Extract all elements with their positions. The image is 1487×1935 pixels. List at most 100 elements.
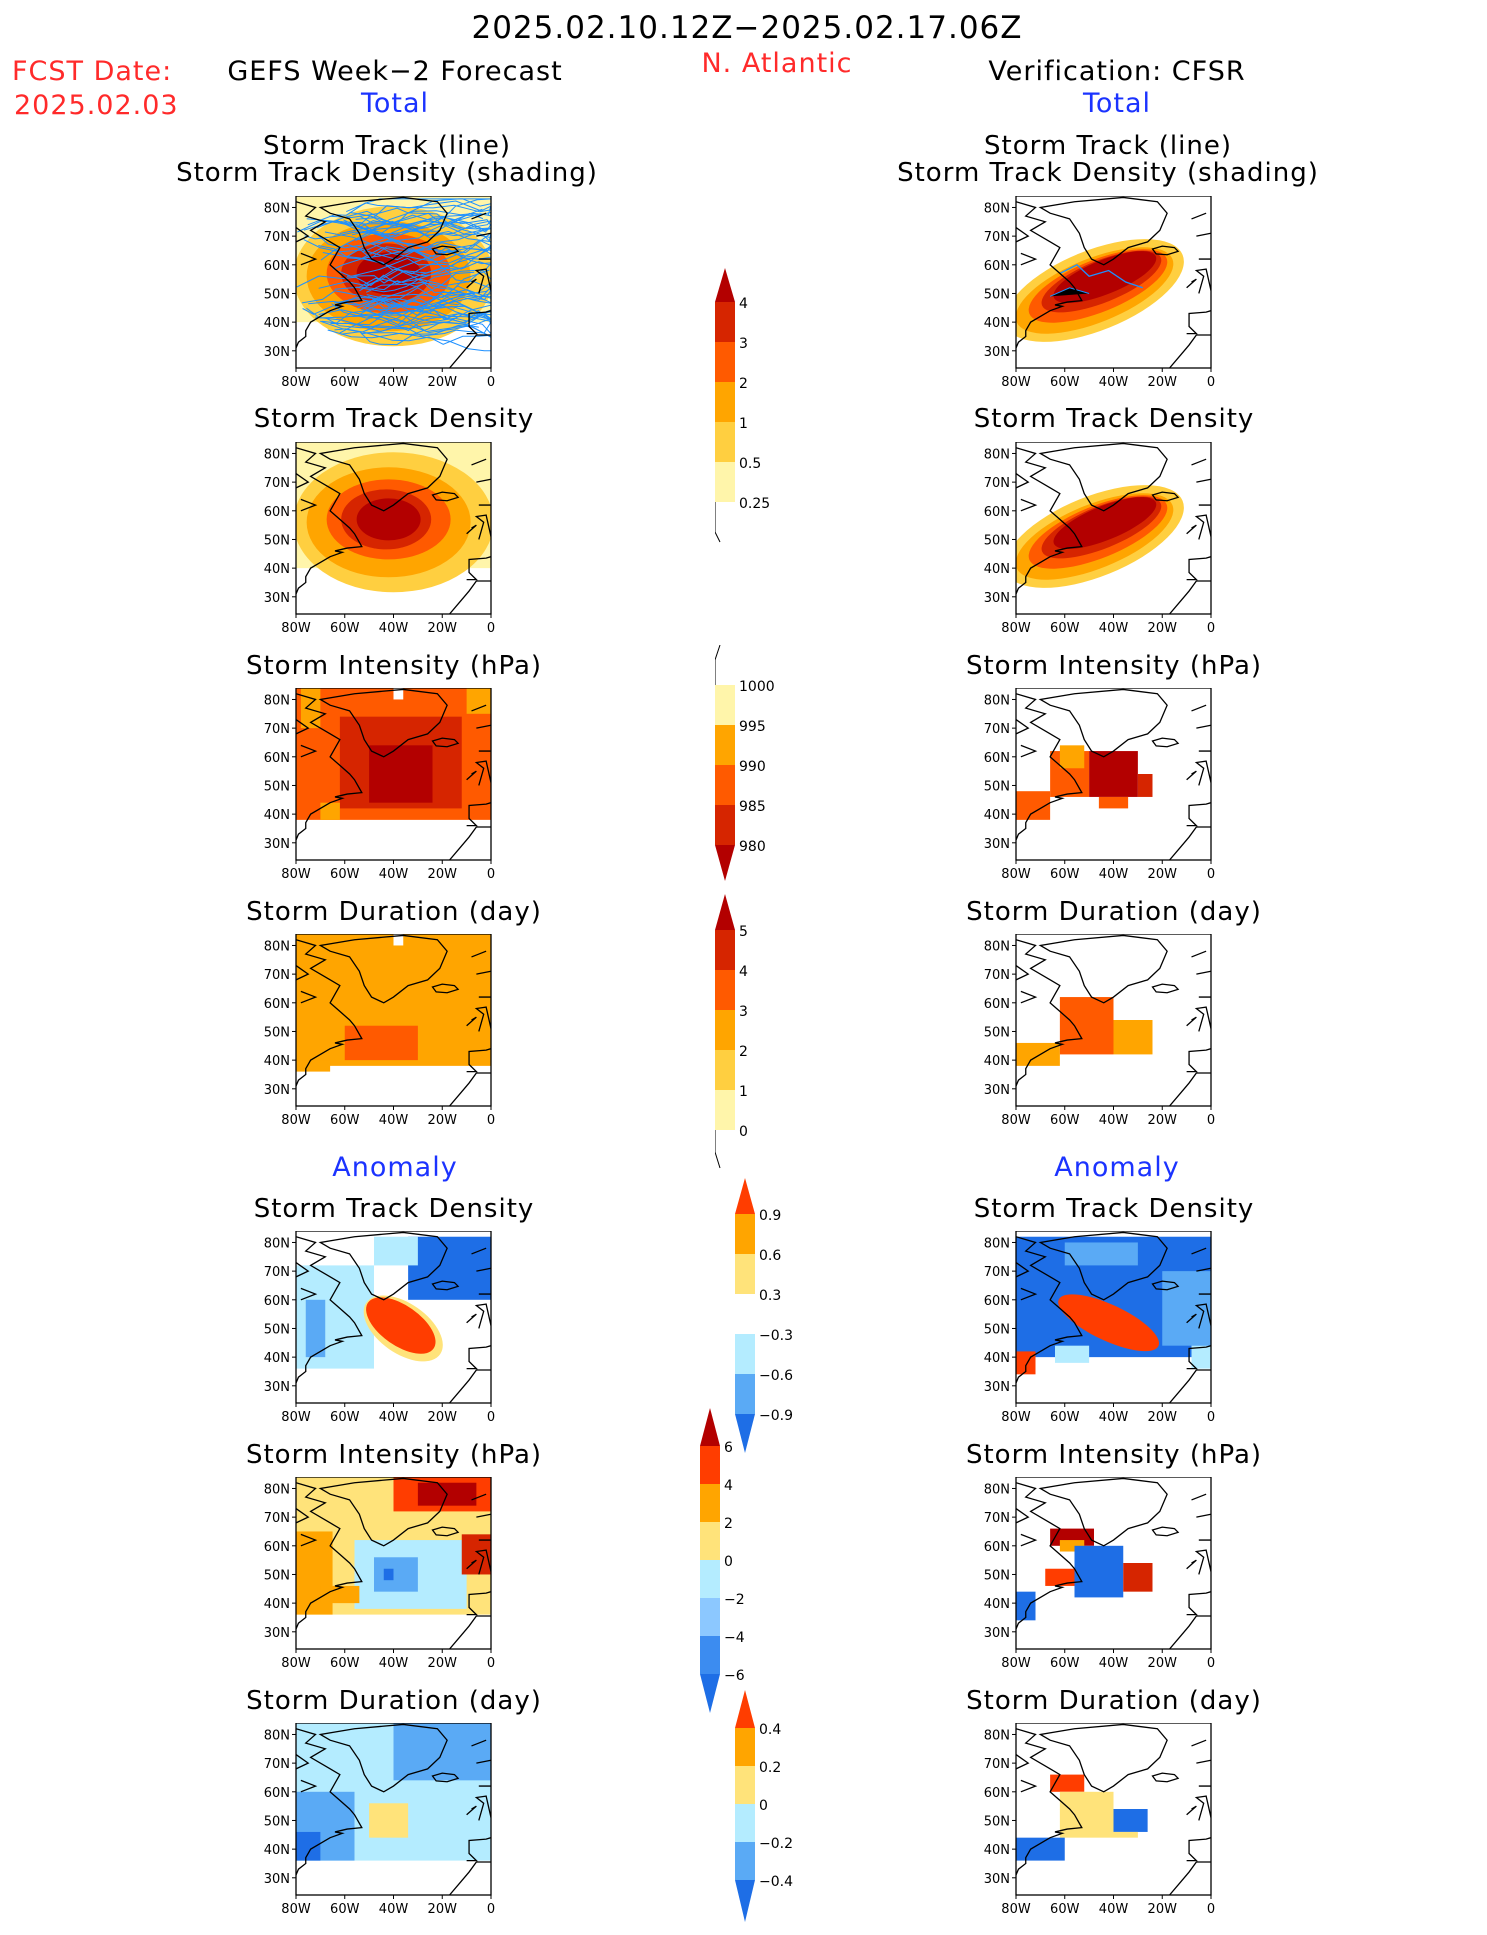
shaded-cell: [300, 688, 321, 729]
colorbar-label: 1: [739, 416, 748, 432]
lat-tick-label: 60N: [984, 1294, 1010, 1309]
lat-tick-label: 40N: [264, 1843, 290, 1858]
shaded-cell: [1016, 1042, 1060, 1066]
shaded-cell: [1059, 997, 1114, 1055]
lat-tick-label: 30N: [264, 1872, 290, 1887]
lon-tick-label: 40W: [1099, 1410, 1129, 1425]
iceland-outline: [1151, 1280, 1180, 1291]
lat-tick-label: 60N: [264, 259, 290, 274]
map-panel: 80N 70N 60N 50N 40N 30N 80W 60W 40W 20W 0: [984, 1723, 1215, 1917]
lat-tick-label: 80N: [264, 1728, 290, 1743]
lat-tick-label: 80N: [984, 693, 1010, 708]
lon-tick-label: 40W: [379, 375, 409, 390]
iceland-outline: [431, 983, 460, 994]
shaded-cell: [374, 1557, 418, 1592]
lat-tick-label: 70N: [264, 968, 290, 983]
greenland-outline: [1038, 1723, 1168, 1793]
lat-tick-label: 60N: [264, 1294, 290, 1309]
lat-tick-label: 40N: [984, 1351, 1010, 1366]
map-panel: 80N 70N 60N 50N 40N 30N 80W 60W 40W 20W 0: [264, 1231, 495, 1425]
iceland-outline: [1151, 737, 1180, 748]
greenland-outline: [1038, 934, 1168, 1004]
lat-tick-label: 30N: [984, 1380, 1010, 1395]
lat-tick-label: 30N: [984, 837, 1010, 852]
coastline: [1016, 1231, 1211, 1403]
storm-track: [318, 212, 484, 258]
lat-tick-label: 70N: [264, 722, 290, 737]
lat-tick-label: 30N: [264, 1380, 290, 1395]
shaded-cell: [1045, 1568, 1075, 1586]
lon-tick-label: 40W: [1099, 375, 1129, 390]
lat-tick-label: 80N: [984, 939, 1010, 954]
lon-tick-label: 40W: [1099, 1656, 1129, 1671]
lat-tick-label: 50N: [264, 1322, 290, 1337]
colorbar-label: −0.9: [759, 1408, 793, 1424]
lat-tick-label: 80N: [984, 201, 1010, 216]
storm-track: [322, 232, 491, 271]
colorbar-label: 995: [739, 719, 766, 735]
colorbar-label: 3: [739, 336, 748, 352]
lon-tick-label: 40W: [379, 1113, 409, 1128]
storm-track: [360, 223, 491, 260]
coastline: [296, 1723, 491, 1895]
colorbar-bin: [715, 725, 735, 765]
storm-track: [346, 237, 491, 284]
lat-tick-label: 60N: [984, 259, 1010, 274]
colorbar-bin: [715, 382, 735, 422]
lon-tick-label: 20W: [428, 867, 458, 882]
colorbar-label: 1: [739, 1084, 748, 1100]
colorbar-label: −6: [724, 1668, 745, 1684]
iceland-outline: [431, 245, 460, 256]
lon-tick-label: 80W: [1001, 1113, 1031, 1128]
lat-tick-label: 40N: [264, 1054, 290, 1069]
greenland-outline: [1038, 442, 1168, 512]
colorbar-label: 0: [759, 1798, 768, 1814]
iceland-outline: [1151, 1772, 1180, 1783]
shaded-cell: [408, 1236, 491, 1300]
storm-track: [359, 236, 491, 292]
colorbar-label: 4: [739, 964, 748, 980]
lon-tick-label: 20W: [1148, 1410, 1178, 1425]
iceland-outline: [1151, 983, 1180, 994]
lon-tick-label: 80W: [1001, 867, 1031, 882]
map-panel: 80N 70N 60N 50N 40N 30N 80W 60W 40W 20W 0: [264, 934, 495, 1128]
lat-tick-label: 70N: [984, 1511, 1010, 1526]
shaded-cell: [1016, 1591, 1036, 1621]
colorbar-label: 0: [739, 1124, 748, 1140]
shaded-cell: [1059, 745, 1085, 769]
colorbar-tail: [715, 1130, 721, 1169]
colorbar-density-total: 4 3 2 1 0.5 0.25: [715, 268, 770, 543]
colorbar-label: −0.4: [759, 1874, 793, 1890]
lat-tick-label: 80N: [264, 1236, 290, 1251]
coastline: [296, 442, 491, 614]
storm-track: [356, 278, 491, 307]
lon-tick-label: 80W: [281, 867, 311, 882]
lat-tick-label: 50N: [984, 779, 1010, 794]
lat-tick-label: 80N: [264, 939, 290, 954]
storm-track: [359, 211, 491, 236]
lat-tick-label: 60N: [264, 505, 290, 520]
lat-tick-label: 70N: [984, 230, 1010, 245]
lon-tick-label: 20W: [1148, 867, 1178, 882]
lon-tick-label: 0: [487, 867, 495, 882]
colorbar-bin: [715, 422, 735, 462]
storm-track-lines: [296, 198, 491, 352]
colorbar-bin: [735, 1728, 755, 1766]
greenland-outline: [318, 196, 448, 266]
shaded-cell: [461, 1534, 491, 1575]
lon-tick-label: 80W: [1001, 375, 1031, 390]
lat-tick-label: 30N: [984, 1083, 1010, 1098]
title-density-right: Storm Track Density: [973, 404, 1255, 434]
shaded-cell: [393, 934, 404, 946]
colorbar-label: 5: [739, 924, 748, 940]
right-column-title: Verification: CFSR: [988, 56, 1246, 87]
lat-tick-label: 80N: [264, 1482, 290, 1497]
shade-4: [1053, 251, 1157, 303]
shade-4: [356, 498, 421, 541]
lat-tick-label: 30N: [264, 1083, 290, 1098]
lon-tick-label: 80W: [1001, 1656, 1031, 1671]
colorbar-bin: [715, 930, 735, 970]
lat-tick-label: 80N: [984, 1482, 1010, 1497]
colorbar-intensity-anom: 6 4 2 0 −2 −4 −6: [700, 1408, 745, 1713]
lon-tick-label: 40W: [379, 1656, 409, 1671]
